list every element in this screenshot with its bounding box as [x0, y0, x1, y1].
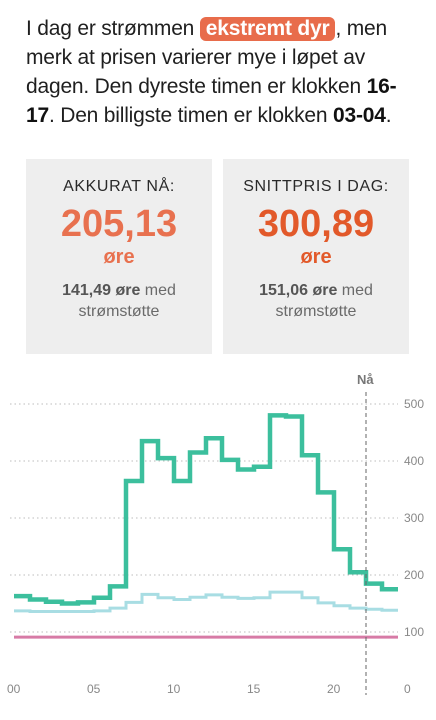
y-tick-label: 400 [404, 454, 424, 468]
average-price-card: SNITTPRIS I DAG: 300,89 øre 151,06 øre m… [223, 159, 409, 354]
spot-price-line [14, 413, 398, 606]
x-tick-label: 10 [167, 682, 181, 696]
current-price-unit: øre [103, 246, 135, 268]
price-summary-text: I dag er strømmen ekstremt dyr, men merk… [26, 14, 421, 130]
cheapest-hour: 03-04 [333, 104, 386, 127]
expensive-hour: 16-17 [26, 75, 397, 127]
summary-text-3: . Den billigste timen er klokken [48, 104, 333, 127]
current-price-subsidy: 141,49 øre med strømstøtte [26, 280, 212, 322]
y-tick-label: 300 [404, 511, 424, 525]
average-price-unit: øre [300, 246, 332, 268]
x-tick-label: 00 [7, 682, 21, 696]
now-marker-label: Nå [357, 372, 374, 387]
x-tick-label: 15 [247, 682, 261, 696]
summary-text-2: , men merk at prisen varierer mye i løpe… [26, 17, 387, 98]
summary-text-1: I dag er strømmen [26, 17, 200, 40]
y-tick-label: 200 [404, 568, 424, 582]
current-price-value: 205,13 [60, 203, 178, 245]
average-price-subsidy: 151,06 øre med strømstøtte [223, 280, 409, 322]
y-tick-label: 0 [404, 682, 411, 696]
x-tick-label: 05 [87, 682, 101, 696]
average-price-value: 300,89 [257, 203, 375, 245]
average-subsidy-text: med strømstøtte [275, 282, 373, 320]
price-level-badge: ekstremt dyr [199, 17, 336, 41]
x-tick-label: 20 [327, 682, 341, 696]
y-tick-label: 500 [404, 397, 424, 411]
subsidy-price-line [14, 590, 398, 613]
current-subsidy-value: 141,49 øre [62, 282, 141, 299]
price-chart: 0 100 200 300 400 500 00 05 10 15 20 Nå [7, 372, 424, 696]
average-price-title: SNITTPRIS I DAG: [243, 178, 389, 195]
current-price-card: AKKURAT NÅ: 205,13 øre 141,49 øre med st… [26, 159, 212, 354]
summary-text-4: . [385, 104, 392, 127]
average-subsidy-value: 151,06 øre [259, 282, 338, 299]
y-tick-label: 100 [404, 625, 424, 639]
current-subsidy-text: med strømstøtte [78, 282, 176, 320]
current-price-title: AKKURAT NÅ: [63, 178, 175, 195]
